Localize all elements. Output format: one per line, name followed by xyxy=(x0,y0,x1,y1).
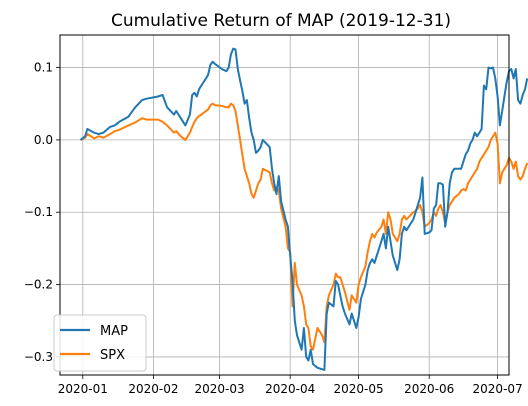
legend: MAP SPX xyxy=(53,314,147,372)
y-tick-label: −0.1 xyxy=(24,205,53,219)
legend-label-map: MAP xyxy=(100,324,128,339)
x-tick-label: 2020-02 xyxy=(128,382,178,396)
y-tick-label: 0.1 xyxy=(34,61,53,75)
axis-ticks: 2020-01 2020-02 2020-03 2020-04 2020-05 2020-… xyxy=(24,61,523,396)
x-tick-label: 2020-06 xyxy=(404,382,454,396)
series-line-spx xyxy=(80,102,528,351)
series-lines xyxy=(79,47,528,371)
x-tick-label: 2020-03 xyxy=(194,382,244,396)
plot-frame xyxy=(59,34,510,376)
chart-title: Cumulative Return of MAP (2019-12-31) xyxy=(111,11,451,31)
x-tick-label: 2020-01 xyxy=(58,382,108,396)
y-tick-label: 0.0 xyxy=(34,133,53,147)
x-tick-label: 2020-07 xyxy=(473,382,523,396)
y-tick-label: −0.2 xyxy=(24,278,53,292)
x-tick-label: 2020-04 xyxy=(265,382,315,396)
y-tick-label: −0.3 xyxy=(24,350,53,364)
x-tick-label: 2020-05 xyxy=(334,382,384,396)
series-line-map xyxy=(79,47,528,371)
legend-label-spx: SPX xyxy=(100,348,125,363)
